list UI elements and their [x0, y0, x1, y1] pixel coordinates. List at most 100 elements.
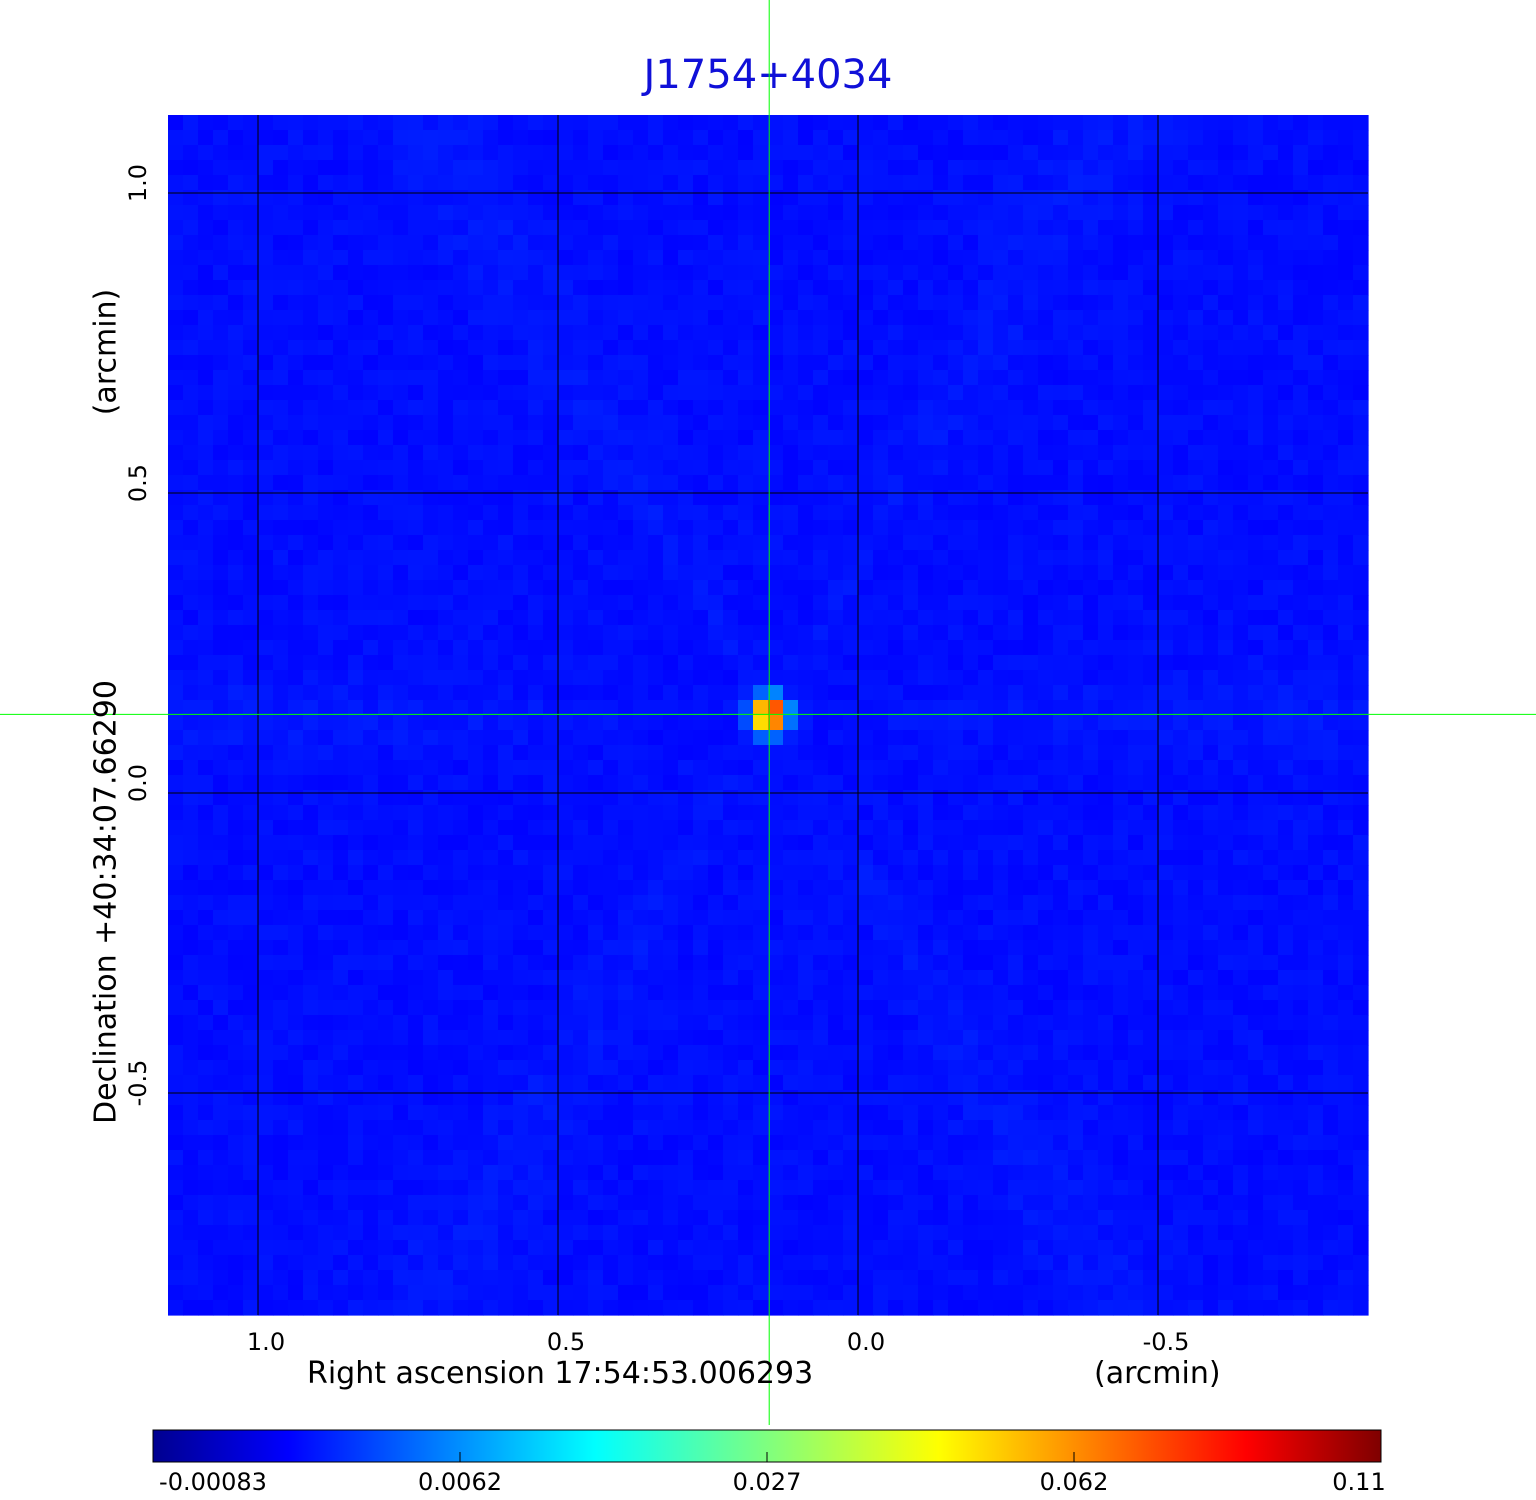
heatmap-cell — [723, 265, 739, 281]
heatmap-cell — [798, 805, 814, 821]
heatmap-cell — [663, 670, 679, 686]
heatmap-cell — [1323, 595, 1339, 611]
heatmap-cell — [963, 670, 979, 686]
heatmap-cell — [903, 295, 919, 311]
heatmap-cell — [1263, 685, 1279, 701]
heatmap-cell — [633, 895, 649, 911]
heatmap-cell — [288, 445, 304, 461]
heatmap-cell — [1203, 610, 1219, 626]
heatmap-cell — [318, 790, 334, 806]
heatmap-cell — [588, 310, 604, 326]
heatmap-cell — [1263, 205, 1279, 221]
heatmap-cell — [618, 925, 634, 941]
heatmap-cell — [1083, 1015, 1099, 1031]
heatmap-cell — [858, 805, 874, 821]
heatmap-cell — [1203, 235, 1219, 251]
heatmap-cell — [1023, 235, 1039, 251]
heatmap-cell — [408, 415, 424, 431]
heatmap-cell — [1068, 205, 1084, 221]
heatmap-cell — [1203, 160, 1219, 176]
heatmap-cell — [1128, 565, 1144, 581]
heatmap-cell — [1113, 670, 1129, 686]
heatmap-cell — [498, 820, 514, 836]
heatmap-cell — [483, 280, 499, 296]
heatmap-cell — [1068, 355, 1084, 371]
heatmap-cell — [318, 580, 334, 596]
heatmap-cell — [1323, 340, 1339, 356]
heatmap-cell — [303, 535, 319, 551]
heatmap-cell — [183, 955, 199, 971]
heatmap-cell — [1278, 430, 1294, 446]
heatmap-cell — [543, 160, 559, 176]
heatmap-cell — [528, 1030, 544, 1046]
heatmap-cell — [1233, 355, 1249, 371]
heatmap-cell — [1293, 610, 1309, 626]
heatmap-cell — [633, 145, 649, 161]
heatmap-cell — [408, 205, 424, 221]
heatmap-cell — [708, 745, 724, 761]
heatmap-cell — [1308, 250, 1324, 266]
heatmap-cell — [753, 505, 769, 521]
heatmap-cell — [783, 550, 799, 566]
heatmap-cell — [918, 280, 934, 296]
heatmap-cell — [798, 205, 814, 221]
heatmap-cell — [453, 745, 469, 761]
heatmap-cell — [573, 940, 589, 956]
heatmap-cell — [813, 580, 829, 596]
heatmap-cell — [1278, 625, 1294, 641]
heatmap-cell — [1053, 910, 1069, 926]
heatmap-cell — [693, 790, 709, 806]
heatmap-cell — [603, 985, 619, 1001]
heatmap-cell — [423, 760, 439, 776]
heatmap-cell — [1158, 295, 1174, 311]
heatmap-cell — [648, 115, 664, 131]
heatmap-cell — [963, 160, 979, 176]
heatmap-cell — [1008, 130, 1024, 146]
heatmap-cell — [228, 955, 244, 971]
heatmap-cell — [528, 280, 544, 296]
heatmap-cell — [273, 220, 289, 236]
heatmap-cell — [798, 640, 814, 656]
heatmap-cell — [588, 775, 604, 791]
heatmap-cell — [843, 940, 859, 956]
heatmap-cell — [1158, 310, 1174, 326]
heatmap-cell — [1233, 895, 1249, 911]
heatmap-cell — [963, 535, 979, 551]
heatmap-cell — [633, 340, 649, 356]
heatmap-cell — [1113, 1000, 1129, 1016]
heatmap-cell — [633, 520, 649, 536]
heatmap-cell — [1098, 730, 1114, 746]
heatmap-cell — [888, 415, 904, 431]
heatmap-cell — [363, 865, 379, 881]
heatmap-cell — [993, 985, 1009, 1001]
heatmap-cell — [978, 565, 994, 581]
heatmap-cell — [1218, 610, 1234, 626]
heatmap-cell — [1038, 640, 1054, 656]
heatmap-cell — [843, 715, 859, 731]
heatmap-cell — [243, 490, 259, 506]
heatmap-cell — [273, 625, 289, 641]
heatmap-cell — [168, 535, 184, 551]
heatmap-cell — [303, 250, 319, 266]
heatmap-cell — [948, 280, 964, 296]
heatmap-cell — [1308, 835, 1324, 851]
heatmap-cell — [873, 865, 889, 881]
heatmap-cell — [483, 505, 499, 521]
heatmap-cell — [723, 370, 739, 386]
heatmap-cell — [1353, 490, 1369, 506]
heatmap-cell — [888, 790, 904, 806]
heatmap-cell — [678, 325, 694, 341]
heatmap-cell — [918, 190, 934, 206]
heatmap-cell — [1218, 115, 1234, 131]
heatmap-cell — [1218, 220, 1234, 236]
heatmap-cell — [1353, 160, 1369, 176]
heatmap-cell — [1023, 1015, 1039, 1031]
heatmap-cell — [1248, 265, 1264, 281]
heatmap-cell — [273, 685, 289, 701]
heatmap-cell — [1053, 265, 1069, 281]
heatmap-cell — [588, 700, 604, 716]
heatmap-cell — [303, 340, 319, 356]
heatmap-cell — [303, 685, 319, 701]
heatmap-cell — [1248, 115, 1264, 131]
heatmap-cell — [888, 295, 904, 311]
